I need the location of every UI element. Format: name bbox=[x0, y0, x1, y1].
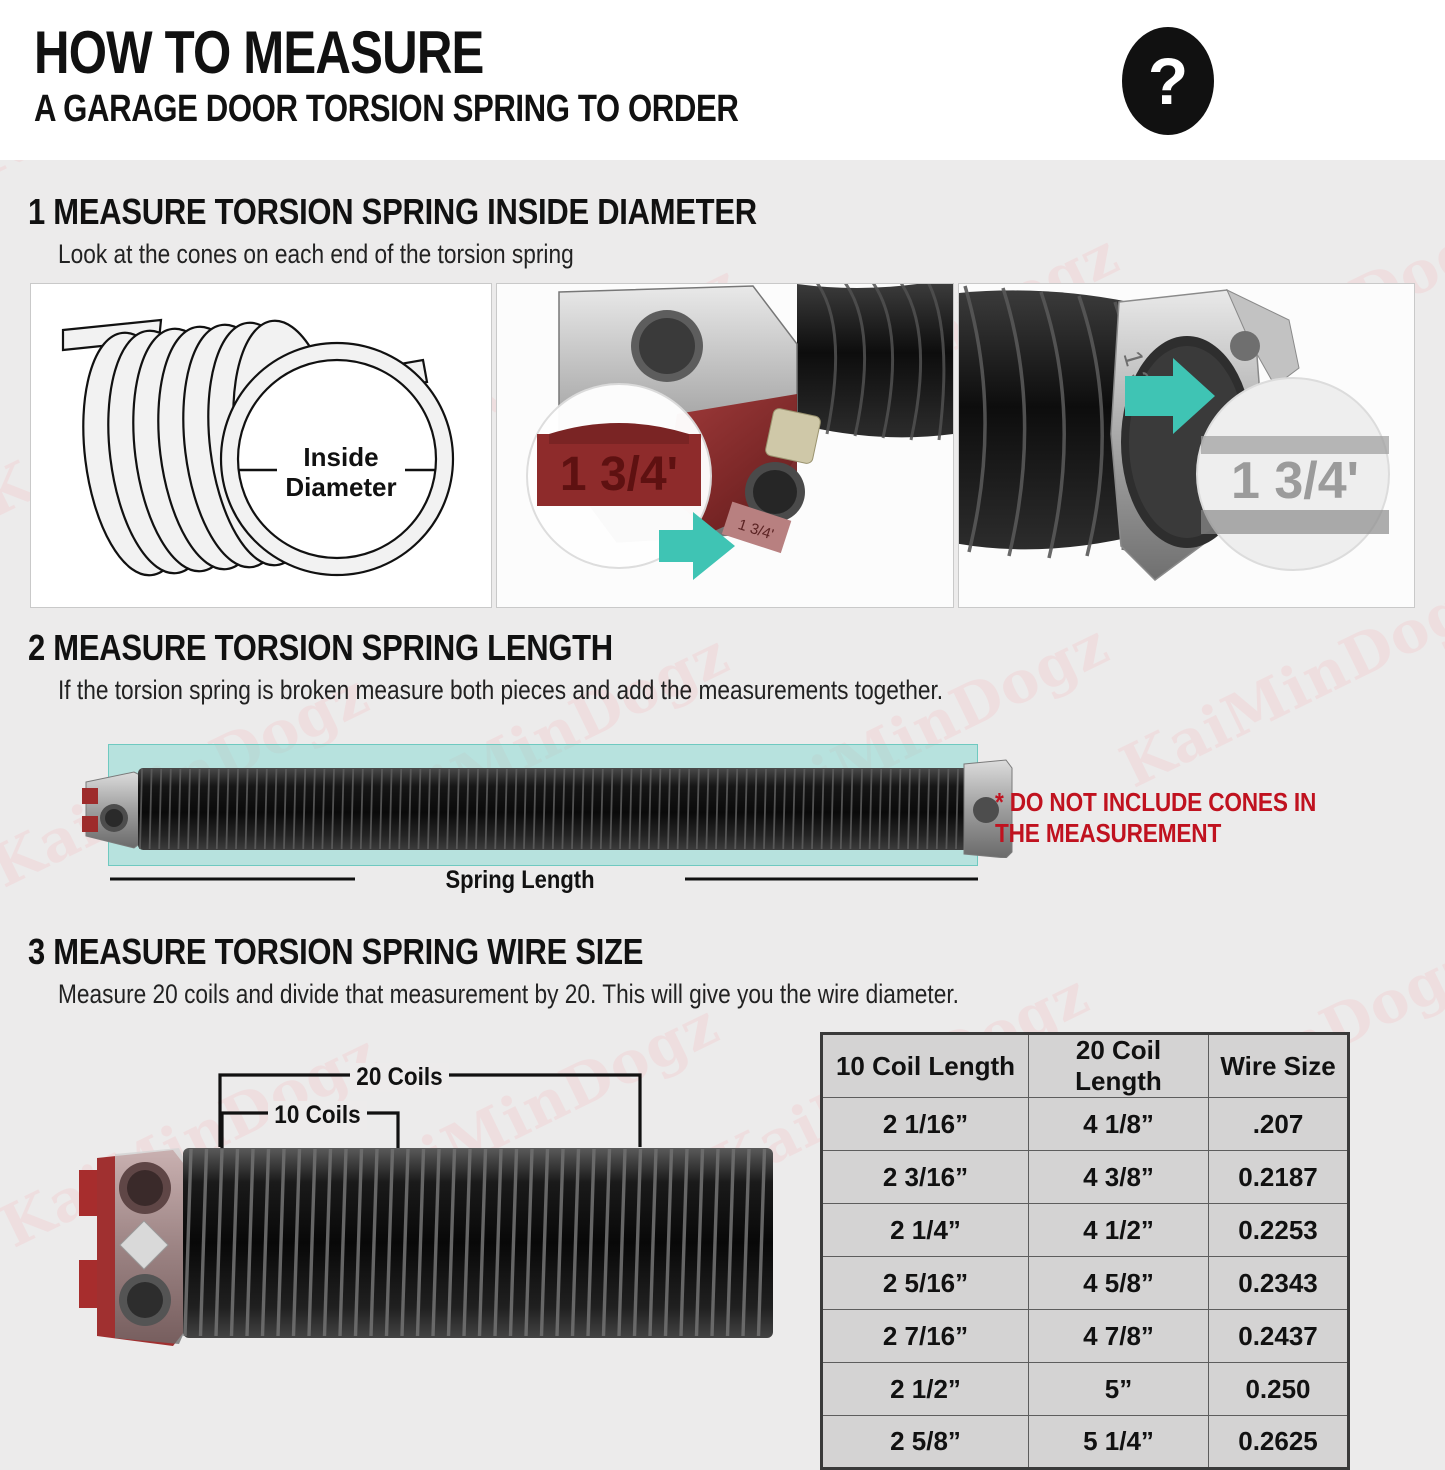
cell-20-coil: 5 1/4” bbox=[1028, 1415, 1209, 1469]
cell-10-coil: 2 1/4” bbox=[821, 1203, 1029, 1257]
section-2-header: 2 MEASURE TORSION SPRING LENGTH If the t… bbox=[28, 628, 1112, 706]
red-cone-photo: 1 3/4' 1 3/4' bbox=[496, 283, 954, 608]
cell-wire-size: 0.2253 bbox=[1208, 1203, 1349, 1257]
section-1-heading: 1 MEASURE TORSION SPRING INSIDE DIAMETER bbox=[28, 191, 757, 232]
silver-cone-illustration: 1 3/4 1 3/4' bbox=[958, 284, 1414, 607]
section-1-subheading: Look at the cones on each end of the tor… bbox=[58, 239, 574, 269]
spring-length-leader-lines bbox=[110, 877, 978, 881]
section-1-panels: Inside Diameter bbox=[30, 283, 1415, 608]
cell-20-coil: 4 1/8” bbox=[1028, 1097, 1209, 1151]
coil-line-drawing: Inside Diameter bbox=[61, 318, 455, 577]
table-header-row: 10 Coil Length 20 Coil Length Wire Size bbox=[821, 1033, 1349, 1098]
table-row: 2 1/2” 5” 0.250 bbox=[821, 1362, 1349, 1416]
table-row: 2 7/16” 4 7/8” 0.2437 bbox=[821, 1309, 1349, 1363]
page-header: HOW TO MEASURE A GARAGE DOOR TORSION SPR… bbox=[0, 0, 1445, 160]
header-text-block: HOW TO MEASURE A GARAGE DOOR TORSION SPR… bbox=[34, 19, 893, 131]
magnified-cone-stamp: 1 3/4' bbox=[560, 448, 678, 501]
warning-line-2: THE MEASUREMENT bbox=[995, 818, 1222, 848]
left-cone bbox=[82, 771, 143, 849]
spring-length-label: Spring Length bbox=[445, 866, 595, 894]
column-header-20-coil: 20 Coil Length bbox=[1028, 1033, 1209, 1098]
cell-wire-size: 0.2437 bbox=[1208, 1309, 1349, 1363]
cell-wire-size: 0.2187 bbox=[1208, 1150, 1349, 1204]
silver-cone-photo: 1 3/4 1 3/4' bbox=[957, 283, 1415, 608]
red-cone-end bbox=[79, 1148, 187, 1346]
coils-10-label: 10 Coils bbox=[268, 1101, 367, 1130]
cell-20-coil: 4 3/8” bbox=[1028, 1150, 1209, 1204]
page-subtitle: A GARAGE DOOR TORSION SPRING TO ORDER bbox=[34, 88, 739, 130]
table-row: 2 3/16” 4 3/8” 0.2187 bbox=[821, 1150, 1349, 1204]
section-2-heading: 2 MEASURE TORSION SPRING LENGTH bbox=[28, 627, 613, 668]
cell-wire-size: 0.2343 bbox=[1208, 1256, 1349, 1310]
coils-20-label: 20 Coils bbox=[350, 1063, 449, 1092]
coil-count-figure: 20 Coils 10 Coils bbox=[50, 1055, 810, 1420]
cell-10-coil: 2 3/16” bbox=[821, 1150, 1029, 1204]
table-row: 2 5/8” 5 1/4” 0.2625 bbox=[821, 1415, 1349, 1469]
cell-wire-size: .207 bbox=[1208, 1097, 1349, 1151]
table-row: 2 5/16” 4 5/8” 0.2343 bbox=[821, 1256, 1349, 1310]
cell-20-coil: 5” bbox=[1028, 1362, 1209, 1416]
cell-10-coil: 2 7/16” bbox=[821, 1309, 1029, 1363]
cell-20-coil: 4 1/2” bbox=[1028, 1203, 1209, 1257]
section-2-subheading: If the torsion spring is broken measure … bbox=[58, 675, 944, 705]
warning-do-not-include-cones: * DO NOT INCLUDE CONES IN THE MEASUREMEN… bbox=[995, 787, 1316, 849]
torsion-spring-photo-horizontal bbox=[82, 759, 1013, 858]
table-body: 2 1/16” 4 1/8” .207 2 3/16” 4 3/8” 0.2187 2 1/… bbox=[821, 1097, 1349, 1469]
cell-20-coil: 4 5/8” bbox=[1028, 1256, 1209, 1310]
section-3-subheading: Measure 20 coils and divide that measure… bbox=[58, 979, 959, 1009]
coil-diagram-inside-diameter: Inside Diameter bbox=[30, 283, 493, 608]
cell-20-coil: 4 7/8” bbox=[1028, 1309, 1209, 1363]
torsion-spring-photo-closeup bbox=[79, 1148, 773, 1346]
cell-10-coil: 2 1/2” bbox=[821, 1362, 1029, 1416]
cell-wire-size: 0.2625 bbox=[1208, 1415, 1349, 1469]
section-3-header: 3 MEASURE TORSION SPRING WIRE SIZE Measu… bbox=[28, 932, 1131, 1010]
column-header-wire-size: Wire Size bbox=[1208, 1033, 1349, 1098]
magnified-cone-stamp: 1 3/4' bbox=[1231, 452, 1359, 510]
red-cone-illustration: 1 3/4' 1 3/4' bbox=[497, 284, 953, 607]
page-title: HOW TO MEASURE bbox=[34, 19, 484, 86]
wire-size-table: 10 Coil Length 20 Coil Length Wire Size … bbox=[820, 1032, 1350, 1470]
right-cone bbox=[963, 759, 1013, 858]
column-header-10-coil: 10 Coil Length bbox=[821, 1033, 1029, 1098]
spring-length-figure: Spring Length bbox=[60, 730, 1020, 900]
cell-10-coil: 2 5/16” bbox=[821, 1256, 1029, 1310]
teal-arrow-icon bbox=[659, 512, 736, 580]
inside-diameter-label-line2: Diameter bbox=[285, 472, 396, 502]
section-3-heading: 3 MEASURE TORSION SPRING WIRE SIZE bbox=[28, 931, 644, 972]
inside-diameter-label-line1: Inside bbox=[303, 442, 378, 472]
warning-line-1: * DO NOT INCLUDE CONES IN bbox=[995, 787, 1317, 817]
question-mark-icon: ? bbox=[1122, 27, 1214, 135]
cell-10-coil: 2 1/16” bbox=[821, 1097, 1029, 1151]
table-row: 2 1/4” 4 1/2” 0.2253 bbox=[821, 1203, 1349, 1257]
section-1-header: 1 MEASURE TORSION SPRING INSIDE DIAMETER… bbox=[28, 192, 875, 270]
teal-arrow-icon bbox=[1124, 358, 1215, 434]
cell-wire-size: 0.250 bbox=[1208, 1362, 1349, 1416]
cell-10-coil: 2 5/8” bbox=[821, 1415, 1029, 1469]
table-row: 2 1/16” 4 1/8” .207 bbox=[821, 1097, 1349, 1151]
